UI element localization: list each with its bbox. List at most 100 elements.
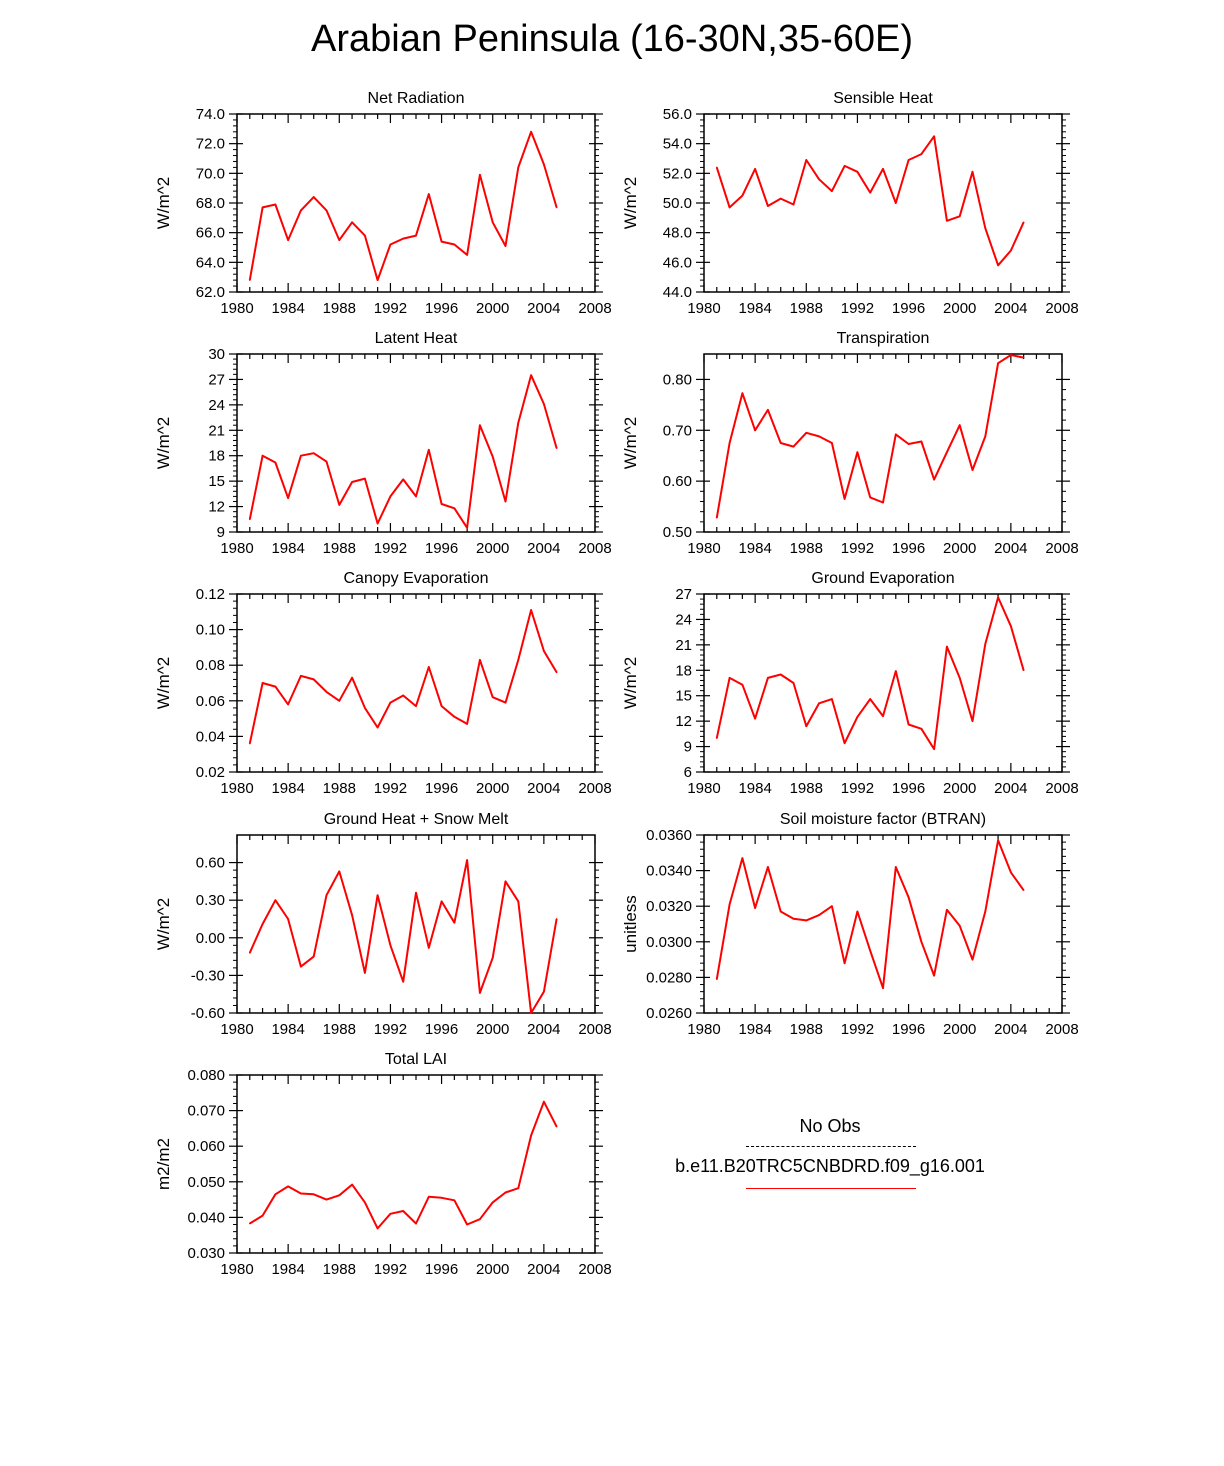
panel-title: Transpiration xyxy=(837,330,930,347)
y-tick-label: 0.0340 xyxy=(646,863,692,880)
data-point xyxy=(907,896,910,899)
data-point xyxy=(402,237,405,240)
y-axis-label: m2/m2 xyxy=(154,1138,173,1190)
y-tick-label: 0.0360 xyxy=(646,827,692,844)
x-tick-label: 1992 xyxy=(374,780,407,797)
x-tick-label: 1988 xyxy=(323,540,356,557)
data-point xyxy=(754,168,756,170)
data-point xyxy=(831,905,833,907)
data-point xyxy=(491,455,494,458)
data-point xyxy=(312,196,315,198)
data-point xyxy=(818,435,820,438)
y-axis-label: W/m^2 xyxy=(154,417,173,469)
x-tick-label: 1992 xyxy=(841,300,874,317)
data-point xyxy=(376,522,379,525)
data-point xyxy=(856,910,859,913)
x-tick-label: 1980 xyxy=(687,1021,720,1038)
x-tick-label: 1988 xyxy=(323,780,356,797)
data-point xyxy=(767,866,769,868)
y-tick-label: 64.0 xyxy=(196,254,225,271)
data-point xyxy=(1010,871,1012,874)
data-point xyxy=(338,504,341,506)
data-point xyxy=(300,965,302,968)
x-tick-label: 2004 xyxy=(527,1261,560,1278)
y-tick-label: 18 xyxy=(208,448,225,465)
data-point xyxy=(882,715,884,717)
data-point xyxy=(555,206,558,209)
data-point xyxy=(933,135,935,138)
data-point xyxy=(779,442,782,444)
x-tick-label: 1984 xyxy=(738,540,771,557)
data-point xyxy=(958,215,961,218)
data-point xyxy=(715,978,718,980)
series-line xyxy=(248,859,558,1014)
data-point xyxy=(767,205,769,207)
data-point xyxy=(427,1195,430,1198)
x-tick-label: 2008 xyxy=(578,540,611,557)
data-point xyxy=(517,166,520,169)
data-point xyxy=(984,643,987,645)
x-tick-label: 1988 xyxy=(790,540,823,557)
data-point xyxy=(894,670,897,672)
x-tick-label: 1992 xyxy=(841,540,874,557)
y-tick-label: 0.06 xyxy=(196,693,225,710)
y-tick-label: 0.80 xyxy=(663,371,692,388)
data-point xyxy=(818,178,820,181)
data-point xyxy=(453,507,456,510)
x-tick-label: 1992 xyxy=(841,1021,874,1038)
y-tick-label: 0.070 xyxy=(187,1103,225,1120)
plot-frame xyxy=(236,834,596,1014)
x-tick-label: 1996 xyxy=(425,1261,458,1278)
data-point xyxy=(364,972,366,974)
data-point xyxy=(376,1227,379,1230)
data-point xyxy=(543,403,545,405)
data-point xyxy=(997,596,999,599)
y-tick-label: 74.0 xyxy=(196,106,225,123)
y-tick-label: 0.030 xyxy=(187,1245,225,1262)
data-point xyxy=(907,723,910,726)
data-point xyxy=(946,220,948,222)
x-tick-label: 1992 xyxy=(374,1261,407,1278)
data-point xyxy=(894,866,897,868)
data-point xyxy=(364,707,366,709)
page-title: Arabian Peninsula (16-30N,35-60E) xyxy=(310,18,914,60)
data-point xyxy=(415,705,417,707)
data-point xyxy=(818,914,820,916)
data-point xyxy=(728,903,731,906)
data-point xyxy=(1022,221,1025,224)
data-point xyxy=(843,165,846,167)
data-point xyxy=(479,992,481,994)
data-point xyxy=(274,461,277,464)
x-tick-label: 2000 xyxy=(943,300,976,317)
data-point xyxy=(856,171,859,173)
data-point xyxy=(715,737,718,739)
data-point xyxy=(805,725,808,728)
x-tick-label: 2000 xyxy=(476,300,509,317)
y-tick-label: 6 xyxy=(684,764,692,781)
data-point xyxy=(479,659,481,661)
data-point xyxy=(946,645,948,648)
y-tick-label: 52.0 xyxy=(663,165,692,182)
y-tick-label: 15 xyxy=(208,473,225,490)
chart-panel-5: Canopy Evaporation 1980 1984 1988 1992 1996 20… xyxy=(154,570,612,797)
x-tick-label: 1984 xyxy=(271,780,304,797)
data-point xyxy=(818,702,820,705)
data-point xyxy=(805,432,808,434)
x-tick-label: 2004 xyxy=(994,1021,1027,1038)
data-point xyxy=(287,497,289,499)
x-tick-label: 2000 xyxy=(476,780,509,797)
x-tick-label: 1996 xyxy=(892,1021,925,1038)
x-tick-label: 1996 xyxy=(425,1021,458,1038)
data-point xyxy=(364,234,366,237)
data-point xyxy=(907,159,910,161)
x-tick-label: 1996 xyxy=(892,780,925,797)
data-point xyxy=(427,666,430,668)
data-point xyxy=(440,503,443,505)
data-point xyxy=(440,900,443,903)
y-tick-label: 24 xyxy=(208,397,225,414)
data-point xyxy=(261,923,264,925)
y-tick-label: 0.60 xyxy=(196,855,225,872)
x-tick-label: 1992 xyxy=(374,540,407,557)
panel-title: Net Radiation xyxy=(368,90,465,107)
chart-panel-4: Transpiration 1980 1984 1988 1992 1996 2000 200… xyxy=(621,330,1079,557)
